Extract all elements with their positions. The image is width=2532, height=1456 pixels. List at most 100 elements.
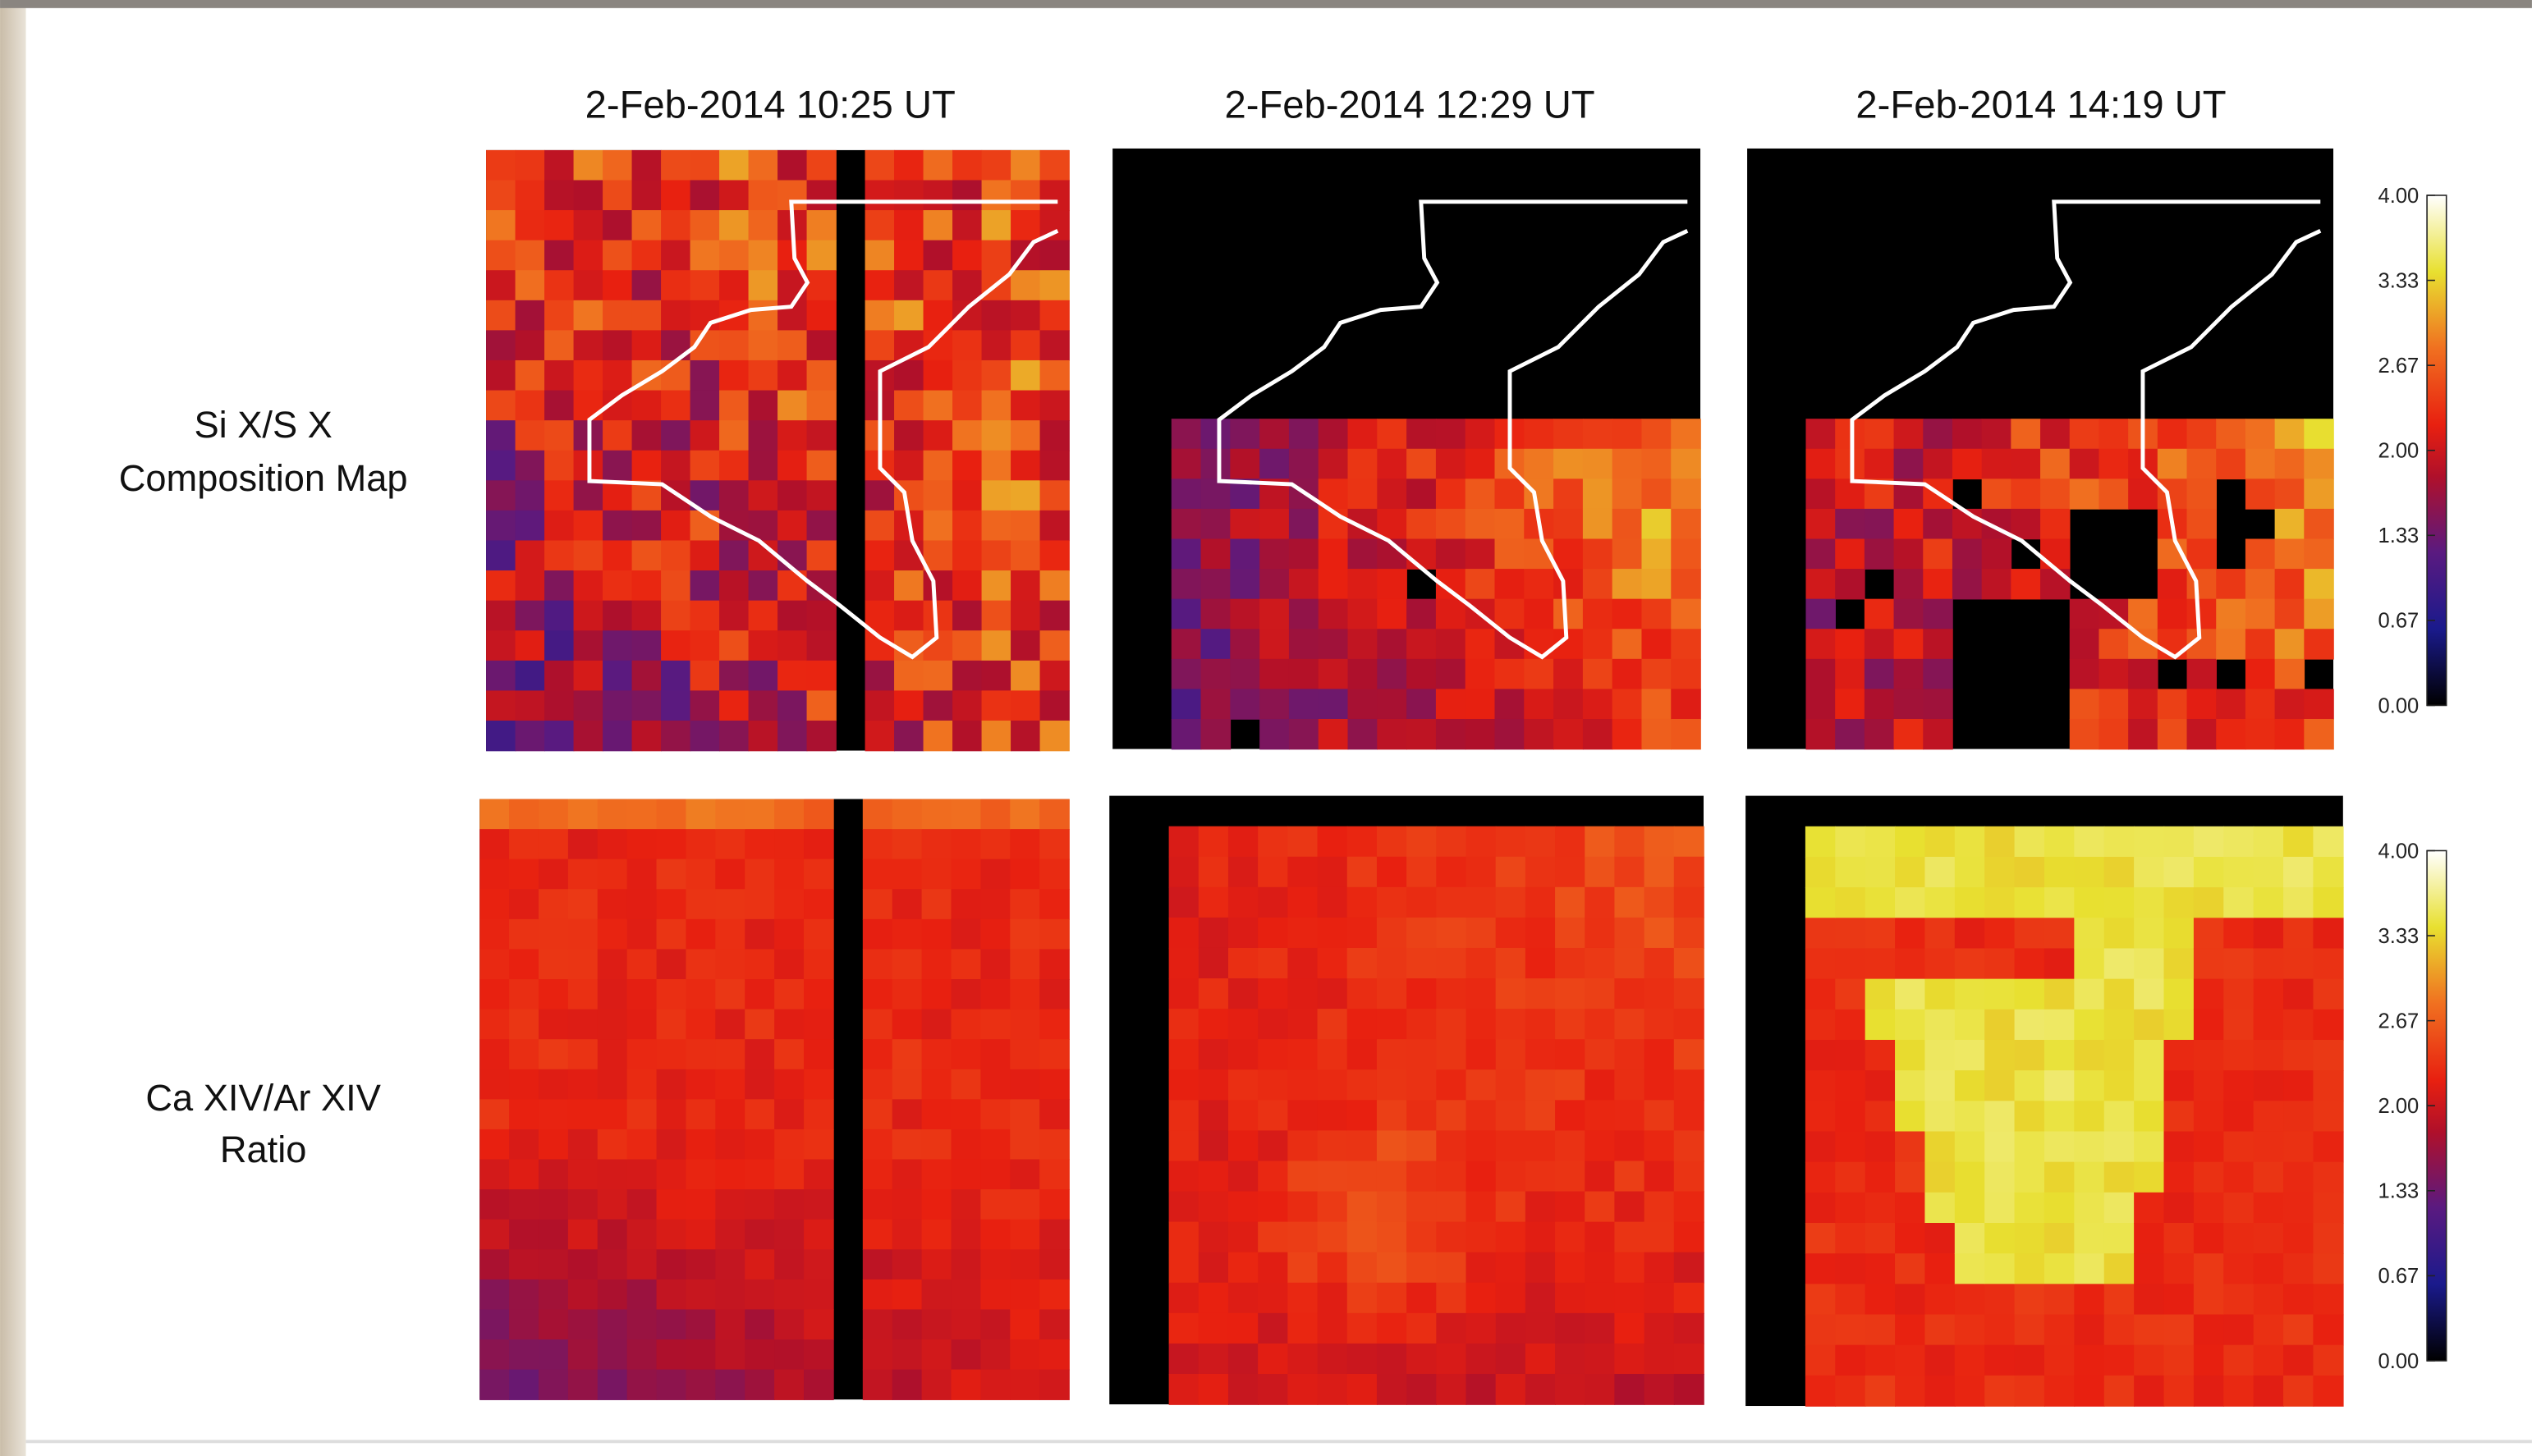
cell [1376,1312,1407,1344]
cell [479,1219,510,1251]
cell [1011,720,1041,752]
cell [1346,1282,1378,1314]
cell [1954,1039,1985,1071]
cell [1612,629,1643,660]
cell [1259,658,1290,690]
cell [690,180,720,211]
cell [1376,1069,1407,1101]
cell [865,210,895,241]
cell [1864,658,1895,690]
cell [2253,1223,2284,1254]
cell [1923,718,1953,750]
cell [1466,826,1497,858]
cell [1377,478,1407,510]
cell [1525,978,1556,1010]
cell [2134,948,2165,980]
cell [631,600,662,631]
cell [1227,1009,1259,1040]
cell [544,690,575,721]
cell [1612,718,1643,750]
cell [951,829,982,860]
cell [1555,1161,1586,1193]
cell [1981,569,2012,600]
cell [1318,419,1349,450]
cell [567,1039,599,1070]
cell [1288,689,1319,720]
cell [715,1249,746,1280]
cell [1436,1161,1467,1193]
cell [603,359,633,391]
cell [1495,886,1526,918]
cell [486,720,516,752]
cell [2074,1161,2105,1193]
cell [656,1309,687,1340]
cell [1436,1130,1467,1162]
cell [1835,478,1865,510]
cell [745,1189,775,1220]
cell [1376,1373,1407,1405]
cell [1171,658,1202,690]
cell [1258,1009,1289,1040]
cell [1376,856,1407,888]
cell [862,799,893,830]
cell [774,1129,805,1161]
cell [597,949,628,980]
cell [1435,448,1466,480]
cell [1805,718,1836,750]
cell [1495,1039,1526,1071]
cell [1924,1253,1956,1285]
cell [1924,1101,1956,1133]
cell [774,1219,805,1251]
cell [1895,887,1926,919]
cell [1465,658,1496,690]
cell [1585,886,1616,918]
cell [1495,917,1526,949]
cell [1435,658,1466,690]
cell [2040,538,2071,570]
cell [923,570,953,602]
cell [894,600,924,631]
cell [923,660,953,692]
cell [1671,419,1701,450]
cell [1466,856,1497,888]
cell [1805,1101,1837,1133]
cell [1287,1191,1319,1223]
cell [486,210,516,241]
cell [1466,1009,1497,1040]
cell [1377,569,1407,600]
cell [2283,978,2314,1010]
cell [2223,948,2254,980]
cell [1525,826,1556,858]
cell [923,149,953,181]
cell [1198,978,1229,1010]
cell [804,829,834,860]
cell [804,1009,834,1040]
cell [2134,1070,2165,1102]
cell [1318,569,1349,600]
cell [2011,569,2041,600]
cell [981,300,1011,332]
cell [1258,1100,1289,1132]
cell [515,330,545,361]
cell [2283,1070,2314,1102]
cell [2134,1253,2165,1285]
cell [2157,419,2188,450]
cell [1227,1069,1259,1101]
cell [2014,1223,2045,1254]
cell [1465,569,1496,600]
cell [1895,826,1926,858]
cell [1227,826,1259,858]
cell [894,720,924,752]
cell [1039,1249,1070,1280]
cell [981,330,1011,361]
cell [1864,689,1895,720]
cell [862,1039,893,1070]
cell [892,979,923,1010]
cell [1495,1252,1526,1284]
cell [1466,886,1497,918]
cell [1895,1131,1926,1163]
cell [923,540,953,571]
cell [715,1129,746,1161]
cell [1258,1069,1289,1101]
cell [1288,598,1319,630]
